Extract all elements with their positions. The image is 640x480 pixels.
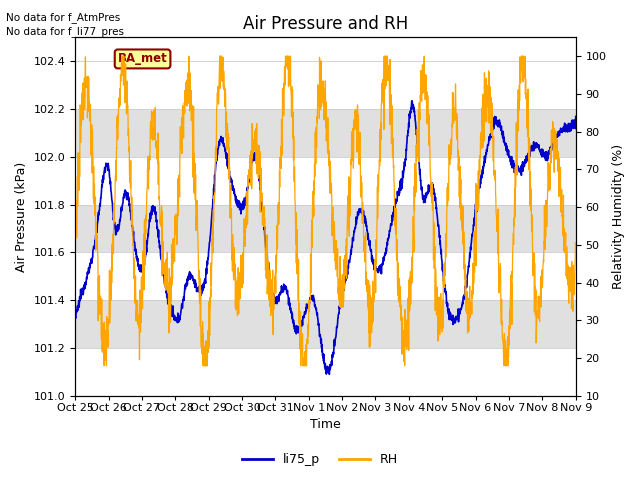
Line: li75_p: li75_p (75, 101, 576, 374)
RH (71, 253, 79, 259)
li75_p (558, 128, 566, 133)
RH (118, 53, 125, 59)
X-axis label: Time: Time (310, 419, 341, 432)
Legend: li75_p, RH: li75_p, RH (237, 448, 403, 471)
li75_p (557, 126, 565, 132)
Bar (75, 204, 576, 252)
li75_p (572, 114, 580, 120)
li75_p (71, 317, 79, 323)
li75_p (326, 372, 333, 377)
RH (100, 363, 108, 369)
Text: BA_met: BA_met (118, 52, 168, 65)
Bar (75, 109, 576, 157)
RH (557, 199, 565, 204)
li75_p (466, 250, 474, 256)
RH (97, 299, 104, 304)
Y-axis label: Relativity Humidity (%): Relativity Humidity (%) (612, 144, 625, 289)
Text: No data for f_AtmPres
No data for f_li77_pres: No data for f_AtmPres No data for f_li77… (6, 12, 124, 37)
Y-axis label: Air Pressure (kPa): Air Pressure (kPa) (15, 161, 28, 272)
Line: RH: RH (75, 56, 576, 366)
Bar (75, 300, 576, 348)
RH (316, 87, 323, 93)
li75_p (301, 311, 309, 317)
RH (302, 345, 310, 351)
li75_p (408, 98, 416, 104)
li75_p (315, 322, 323, 327)
li75_p (97, 195, 104, 201)
RH (558, 187, 566, 192)
RH (572, 241, 580, 247)
Title: Air Pressure and RH: Air Pressure and RH (243, 15, 408, 33)
RH (466, 284, 474, 289)
